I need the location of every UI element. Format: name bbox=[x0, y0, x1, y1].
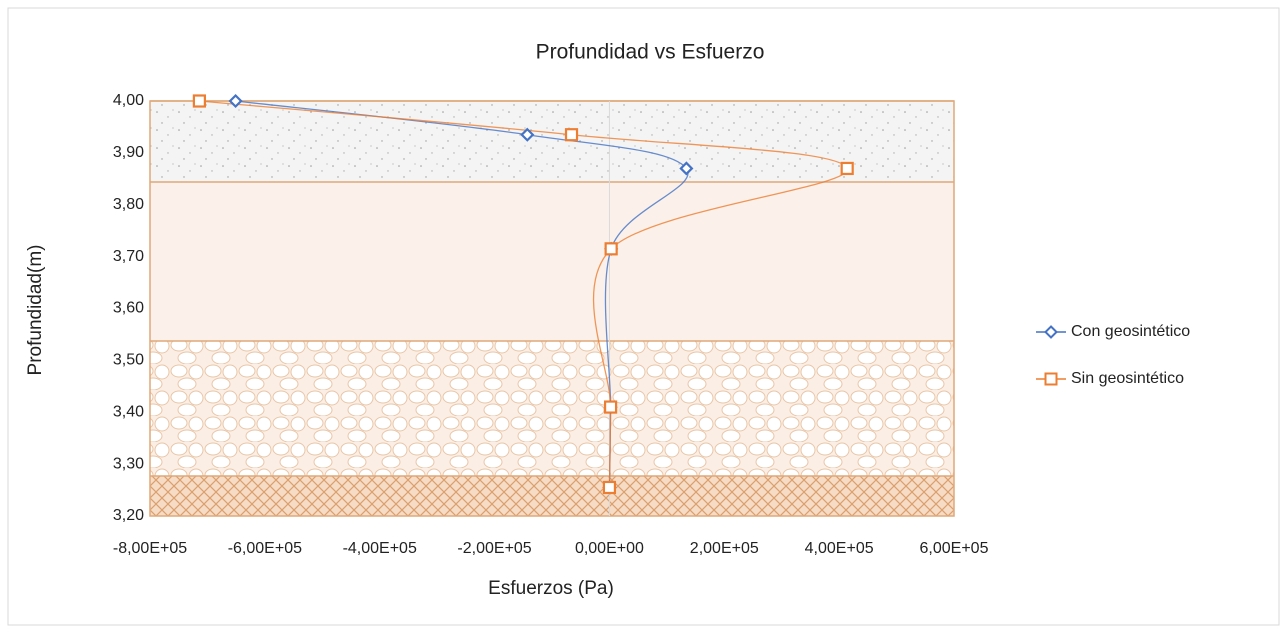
marker bbox=[192, 94, 206, 108]
y-tick-label: 3,60 bbox=[113, 300, 144, 317]
x-tick-label: -2,00E+05 bbox=[457, 540, 531, 557]
marker bbox=[602, 480, 617, 495]
y-tick-label: 4,00 bbox=[113, 92, 144, 109]
y-tick-label: 3,90 bbox=[113, 144, 144, 161]
x-tick-label: -6,00E+05 bbox=[228, 540, 302, 557]
layer-1-texture bbox=[150, 101, 954, 182]
legend-label: Sin geosintético bbox=[1071, 370, 1184, 387]
legend-marker bbox=[1044, 372, 1058, 386]
y-tick-label: 3,40 bbox=[113, 403, 144, 420]
marker bbox=[604, 242, 618, 256]
y-tick-label: 3,50 bbox=[113, 352, 144, 369]
layer-2 bbox=[150, 182, 954, 341]
y-tick-label: 3,70 bbox=[113, 248, 144, 265]
x-tick-label: 6,00E+05 bbox=[920, 540, 989, 557]
layer-4 bbox=[150, 476, 954, 516]
x-axis-title: Esfuerzos (Pa) bbox=[488, 578, 614, 599]
legend-label: Con geosintético bbox=[1071, 323, 1190, 340]
y-tick-label: 3,80 bbox=[113, 196, 144, 213]
marker bbox=[564, 128, 579, 142]
y-tick-label: 3,30 bbox=[113, 455, 144, 472]
layer-borders bbox=[149, 100, 955, 517]
marker bbox=[603, 400, 618, 414]
x-tick-label: 2,00E+05 bbox=[690, 540, 759, 557]
x-tick-label: -8,00E+05 bbox=[113, 540, 187, 557]
legend-marker bbox=[1044, 325, 1058, 339]
marker bbox=[679, 161, 694, 176]
y-tick-label: 3,20 bbox=[113, 507, 144, 524]
marker bbox=[520, 127, 535, 142]
y-axis-title: Profundidad(m) bbox=[25, 245, 46, 376]
x-tick-label: -4,00E+05 bbox=[343, 540, 417, 557]
chart-title: Profundidad vs Esfuerzo bbox=[536, 41, 765, 64]
x-tick-label: 0,00E+00 bbox=[575, 540, 644, 557]
layer-3-texture bbox=[150, 341, 954, 476]
marker bbox=[840, 161, 854, 176]
x-tick-label: 4,00E+05 bbox=[805, 540, 874, 557]
marker bbox=[228, 93, 243, 109]
